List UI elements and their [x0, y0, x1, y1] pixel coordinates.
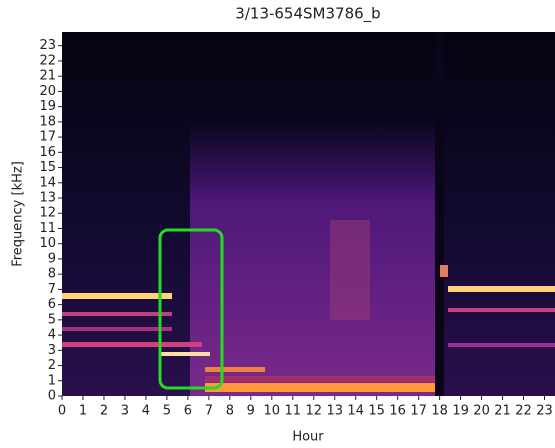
y-tick-label: 20	[39, 84, 56, 99]
y-tick-label: 13	[39, 191, 56, 206]
y-tick-label: 12	[39, 206, 56, 221]
y-tick-label: 17	[39, 130, 56, 145]
y-tick-label: 8	[48, 267, 56, 282]
x-tick-label: 3	[121, 404, 129, 419]
chart-title: 3/13-654SM3786_b	[235, 5, 380, 24]
y-tick-label: 5	[48, 312, 56, 327]
x-tick-label: 10	[264, 404, 281, 419]
y-tick-label: 10	[39, 236, 56, 251]
x-axis-label: Hour	[292, 430, 324, 445]
y-tick-label: 4	[48, 328, 56, 343]
x-tick-label: 0	[58, 404, 66, 419]
x-tick-label: 2	[100, 404, 108, 419]
x-tick-label: 1	[79, 404, 87, 419]
x-tick-label: 4	[142, 404, 150, 419]
y-tick-label: 1	[48, 373, 56, 388]
x-tick-label: 22	[515, 404, 532, 419]
x-tick-label: 16	[389, 404, 406, 419]
y-tick-label: 11	[39, 221, 56, 236]
y-tick-label: 6	[48, 297, 56, 312]
highlight-box	[158, 228, 224, 390]
spectrogram	[62, 32, 555, 396]
x-tick-label: 18	[431, 404, 448, 419]
x-tick-label: 20	[473, 404, 490, 419]
x-tick-label: 17	[410, 404, 427, 419]
y-tick-label: 3	[48, 343, 56, 358]
y-tick-label: 21	[39, 69, 56, 84]
x-tick-label: 7	[205, 404, 213, 419]
y-tick-label: 7	[48, 282, 56, 297]
y-tick-label: 9	[48, 251, 56, 266]
y-tick-label: 16	[39, 145, 56, 160]
x-tick-label: 11	[284, 404, 301, 419]
x-tick-label: 6	[184, 404, 192, 419]
y-tick-label: 0	[48, 389, 56, 404]
y-tick-label: 19	[39, 99, 56, 114]
x-tick-label: 14	[347, 404, 364, 419]
x-tick-label: 19	[452, 404, 469, 419]
y-tick-label: 14	[39, 175, 56, 190]
y-tick-label: 23	[39, 38, 56, 53]
x-tick-label: 15	[368, 404, 385, 419]
y-tick-label: 18	[39, 114, 56, 129]
x-tick-label: 12	[305, 404, 322, 419]
x-tick-label: 21	[494, 404, 511, 419]
y-axis-label: Frequency [kHz]	[11, 161, 26, 267]
y-tick-label: 15	[39, 160, 56, 175]
x-tick-label: 8	[226, 404, 234, 419]
y-tick-label: 22	[39, 53, 56, 68]
x-tick-label: 23	[536, 404, 553, 419]
y-tick-label: 2	[48, 358, 56, 373]
x-tick-label: 5	[163, 404, 171, 419]
x-tick-label: 9	[247, 404, 255, 419]
x-tick-label: 13	[326, 404, 343, 419]
